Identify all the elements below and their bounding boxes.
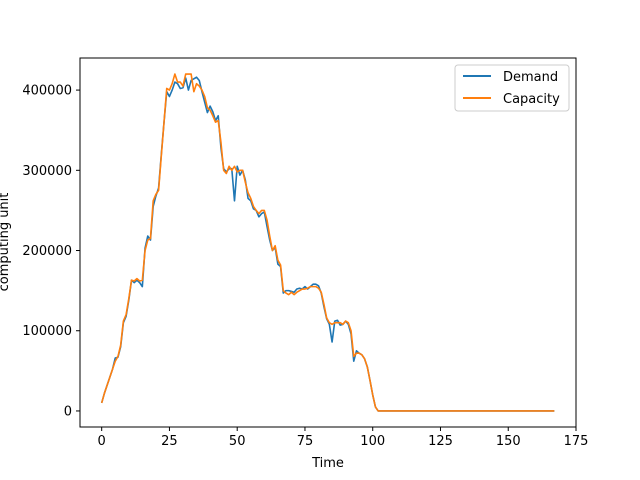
legend-label-capacity: Capacity [503,92,560,107]
plot-frame [79,57,577,428]
y-tick-label: 200000 [22,244,72,259]
y-axis-ticks: 0 100000 200000 300000 400000 [22,84,80,419]
x-tick-label: 150 [496,434,521,449]
series-line-capacity [100,73,555,412]
x-tick-label: 25 [161,434,178,449]
y-tick-label: 400000 [22,84,72,99]
x-axis-label: Time [311,456,344,471]
x-tick-label: 50 [229,434,246,449]
y-axis-label: computing unit [0,193,12,292]
y-tick-label: 0 [64,404,72,419]
x-tick-label: 75 [297,434,314,449]
series-layer [100,73,555,412]
x-tick-label: 125 [428,434,453,449]
legend: Demand Capacity [454,64,570,112]
x-tick-label: 100 [360,434,385,449]
legend-label-demand: Demand [503,70,558,85]
x-axis-ticks: 0 25 50 75 100 125 150 175 [98,427,589,449]
x-tick-label: 175 [564,434,589,449]
x-tick-label: 0 [98,434,106,449]
y-tick-label: 100000 [22,324,72,339]
y-tick-label: 300000 [22,164,72,179]
